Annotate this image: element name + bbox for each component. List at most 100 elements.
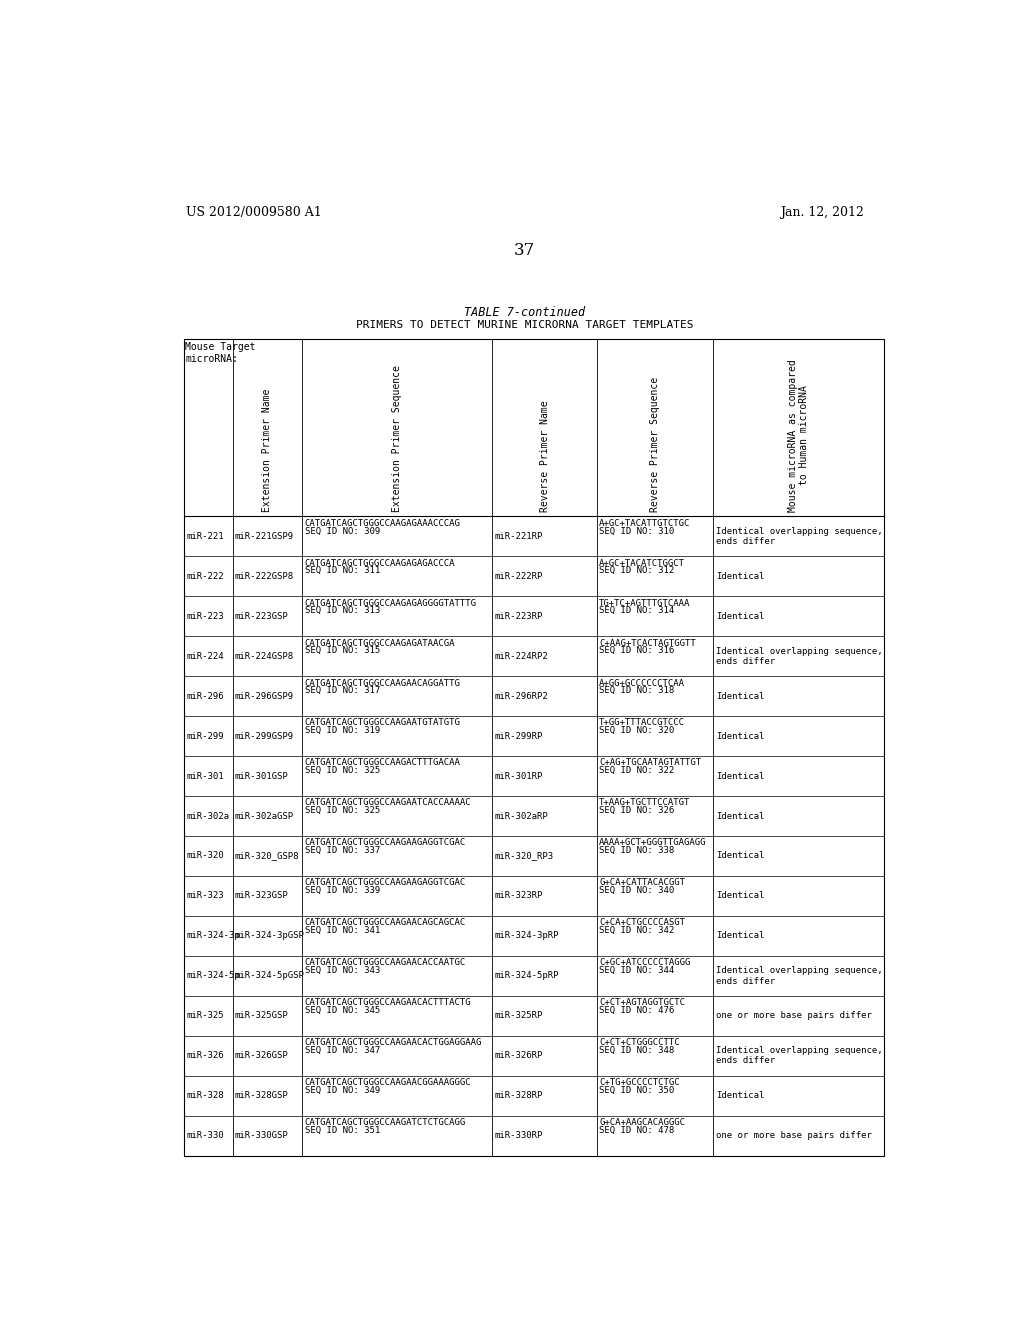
Text: Identical: Identical [716,572,765,581]
Text: CATGATCAGCTGGGCCAAGAAGAGGTCGAC: CATGATCAGCTGGGCCAAGAAGAGGTCGAC [305,838,466,847]
Text: AAAA+GCT+GGGTTGAGAGG: AAAA+GCT+GGGTTGAGAGG [599,838,707,847]
Text: CATGATCAGCTGGGCCAAGAACACTTTACTG: CATGATCAGCTGGGCCAAGAACACTTTACTG [305,998,471,1007]
Text: SEQ ID NO: 315: SEQ ID NO: 315 [305,647,380,655]
Text: SEQ ID NO: 313: SEQ ID NO: 313 [305,606,380,615]
Text: miR-302a: miR-302a [186,812,229,821]
Text: miR-324-3pRP: miR-324-3pRP [495,932,559,940]
Text: SEQ ID NO: 319: SEQ ID NO: 319 [305,726,380,735]
Text: C+CT+AGTAGGTGCTC: C+CT+AGTAGGTGCTC [599,998,685,1007]
Text: miR-299RP: miR-299RP [495,731,543,741]
Text: C+CA+CTGCCCCASGT: C+CA+CTGCCCCASGT [599,919,685,927]
Text: Identical: Identical [716,692,765,701]
Text: SEQ ID NO: 343: SEQ ID NO: 343 [305,966,380,975]
Text: SEQ ID NO: 317: SEQ ID NO: 317 [305,686,380,696]
Text: miR-301GSP: miR-301GSP [234,772,289,780]
Text: SEQ ID NO: 326: SEQ ID NO: 326 [599,807,675,814]
Text: SEQ ID NO: 341: SEQ ID NO: 341 [305,925,380,935]
Text: SEQ ID NO: 349: SEQ ID NO: 349 [305,1085,380,1094]
Text: SEQ ID NO: 351: SEQ ID NO: 351 [305,1126,380,1135]
Text: SEQ ID NO: 314: SEQ ID NO: 314 [599,606,675,615]
Text: miR-324-3pGSP: miR-324-3pGSP [234,932,305,940]
Text: CATGATCAGCTGGGCCAAGATCTCTGCAGG: CATGATCAGCTGGGCCAAGATCTCTGCAGG [305,1118,466,1127]
Text: CATGATCAGCTGGGCCAAGACTTTGACAA: CATGATCAGCTGGGCCAAGACTTTGACAA [305,759,461,767]
Text: Identical: Identical [716,731,765,741]
Text: miR-296: miR-296 [186,692,224,701]
Text: Reverse Primer Sequence: Reverse Primer Sequence [650,376,660,512]
Text: C+TG+GCCCCTCTGC: C+TG+GCCCCTCTGC [599,1078,680,1086]
Text: G+CA+AAGCACAGGGC: G+CA+AAGCACAGGGC [599,1118,685,1127]
Text: miR-299GSP9: miR-299GSP9 [234,731,294,741]
Text: miR-221RP: miR-221RP [495,532,543,541]
Text: US 2012/0009580 A1: US 2012/0009580 A1 [186,206,322,219]
Text: miR-325: miR-325 [186,1011,224,1020]
Text: C+AG+TGCAATAGTATTGT: C+AG+TGCAATAGTATTGT [599,759,701,767]
Text: Identical: Identical [716,851,765,861]
Text: SEQ ID NO: 338: SEQ ID NO: 338 [599,846,675,855]
Text: Extension Primer Name: Extension Primer Name [262,388,272,512]
Text: miR-224GSP8: miR-224GSP8 [234,652,294,661]
Text: SEQ ID NO: 347: SEQ ID NO: 347 [305,1045,380,1055]
Text: CATGATCAGCTGGGCCAAGAACAGCAGCAC: CATGATCAGCTGGGCCAAGAACAGCAGCAC [305,919,466,927]
Bar [183,339,884,1155]
Text: Identical overlapping sequence,
ends differ: Identical overlapping sequence, ends dif… [716,966,883,986]
Text: SEQ ID NO: 339: SEQ ID NO: 339 [305,886,380,895]
Text: SEQ ID NO: 345: SEQ ID NO: 345 [305,1006,380,1015]
Text: PRIMERS TO DETECT MURINE MICRORNA TARGET TEMPLATES: PRIMERS TO DETECT MURINE MICRORNA TARGET… [356,321,693,330]
Text: one or more base pairs differ: one or more base pairs differ [716,1011,872,1020]
Text: SEQ ID NO: 320: SEQ ID NO: 320 [599,726,675,735]
Text: CATGATCAGCTGGGCCAAGAACACCAATGC: CATGATCAGCTGGGCCAAGAACACCAATGC [305,958,466,968]
Text: C+GC+ATCCCCCTAGGG: C+GC+ATCCCCCTAGGG [599,958,690,968]
Text: miR-328: miR-328 [186,1092,224,1100]
Text: Mouse microRNA as compared
to Human microRNA: Mouse microRNA as compared to Human micr… [787,359,809,512]
Text: CATGATCAGCTGGGCCAAGAGAAACCCAG: CATGATCAGCTGGGCCAAGAGAAACCCAG [305,519,461,528]
Text: miR-323: miR-323 [186,891,224,900]
Text: A+GC+TACATCTGGCT: A+GC+TACATCTGGCT [599,558,685,568]
Text: SEQ ID NO: 316: SEQ ID NO: 316 [599,647,675,655]
Text: miR-328GSP: miR-328GSP [234,1092,289,1100]
Text: CATGATCAGCTGGGCCAAGAAGAGGTCGAC: CATGATCAGCTGGGCCAAGAAGAGGTCGAC [305,878,466,887]
Text: Reverse Primer Name: Reverse Primer Name [540,400,550,512]
Text: SEQ ID NO: 312: SEQ ID NO: 312 [599,566,675,576]
Text: miR-301RP: miR-301RP [495,772,543,780]
Text: TABLE 7-continued: TABLE 7-continued [464,306,586,319]
Text: CATGATCAGCTGGGCCAAGAATGTATGTG: CATGATCAGCTGGGCCAAGAATGTATGTG [305,718,461,727]
Text: Identical: Identical [716,812,765,821]
Text: miR-222RP: miR-222RP [495,572,543,581]
Text: miR-302aGSP: miR-302aGSP [234,812,294,821]
Text: CATGATCAGCTGGGCCAAGAACGGAAAGGGC: CATGATCAGCTGGGCCAAGAACGGAAAGGGC [305,1078,471,1086]
Text: A+GG+GCCCCCCTCAA: A+GG+GCCCCCCTCAA [599,678,685,688]
Text: Extension Primer Sequence: Extension Primer Sequence [392,364,402,512]
Text: SEQ ID NO: 309: SEQ ID NO: 309 [305,527,380,536]
Text: miR-323GSP: miR-323GSP [234,891,289,900]
Text: Identical overlapping sequence,
ends differ: Identical overlapping sequence, ends dif… [716,1045,883,1065]
Text: C+CT+CTGGGCCTTC: C+CT+CTGGGCCTTC [599,1038,680,1047]
Text: SEQ ID NO: 350: SEQ ID NO: 350 [599,1085,675,1094]
Text: miR-302aRP: miR-302aRP [495,812,548,821]
Text: T+AAG+TGCTTCCATGT: T+AAG+TGCTTCCATGT [599,799,690,808]
Text: CATGATCAGCTGGGCCAAGAATCACCAAAAC: CATGATCAGCTGGGCCAAGAATCACCAAAAC [305,799,471,808]
Text: miR-224RP2: miR-224RP2 [495,652,548,661]
Text: CATGATCAGCTGGGCCAAGAGAGACCCA: CATGATCAGCTGGGCCAAGAGAGACCCA [305,558,456,568]
Text: T+GG+TTTACCGTCCC: T+GG+TTTACCGTCCC [599,718,685,727]
Text: SEQ ID NO: 325: SEQ ID NO: 325 [305,807,380,814]
Text: Identical overlapping sequence,
ends differ: Identical overlapping sequence, ends dif… [716,647,883,667]
Text: miR-328RP: miR-328RP [495,1092,543,1100]
Text: one or more base pairs differ: one or more base pairs differ [716,1131,872,1140]
Text: miR-222: miR-222 [186,572,224,581]
Text: CATGATCAGCTGGGCCAAGAGAGGGGTATTTG: CATGATCAGCTGGGCCAAGAGAGGGGTATTTG [305,599,477,607]
Text: miR-324-5p: miR-324-5p [186,972,240,981]
Text: miR-296RP2: miR-296RP2 [495,692,548,701]
Text: miR-320: miR-320 [186,851,224,861]
Text: Jan. 12, 2012: Jan. 12, 2012 [780,206,864,219]
Text: miR-320_GSP8: miR-320_GSP8 [234,851,299,861]
Text: miR-330: miR-330 [186,1131,224,1140]
Text: SEQ ID NO: 337: SEQ ID NO: 337 [305,846,380,855]
Text: SEQ ID NO: 476: SEQ ID NO: 476 [599,1006,675,1015]
Text: Identical: Identical [716,891,765,900]
Text: Identical: Identical [716,932,765,940]
Text: CATGATCAGCTGGGCCAAGAACACTGGAGGAAG: CATGATCAGCTGGGCCAAGAACACTGGAGGAAG [305,1038,482,1047]
Text: TG+TC+AGTTTGTCAAA: TG+TC+AGTTTGTCAAA [599,599,690,607]
Text: Identical: Identical [716,1092,765,1100]
Text: SEQ ID NO: 322: SEQ ID NO: 322 [599,766,675,775]
Text: miR-221: miR-221 [186,532,224,541]
